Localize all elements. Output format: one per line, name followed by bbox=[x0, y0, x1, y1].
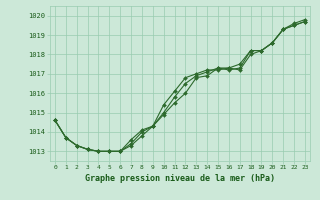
X-axis label: Graphe pression niveau de la mer (hPa): Graphe pression niveau de la mer (hPa) bbox=[85, 174, 275, 183]
